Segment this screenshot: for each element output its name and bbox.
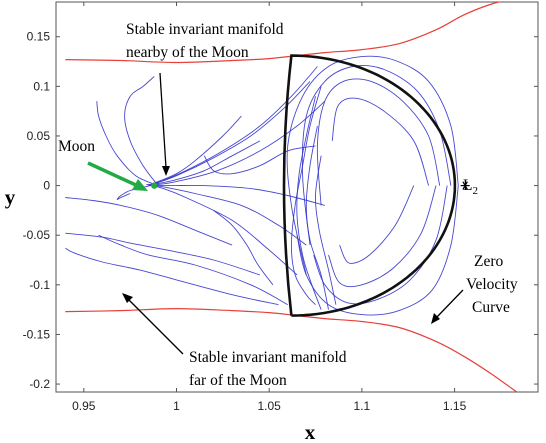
manifold-trajectory [339, 185, 415, 264]
manifold-trajectory [313, 185, 448, 305]
stable-far-arrow [127, 298, 184, 355]
stable-near-line2: nearby of the Moon [126, 44, 249, 61]
manifold-trajectory [96, 101, 159, 187]
zvc-arrow-head [431, 313, 440, 324]
y-tick-label: 0.1 [33, 79, 50, 93]
manifold-trajectory [305, 125, 329, 310]
l2-marker-stroke [462, 181, 468, 190]
moon-marker-group [151, 182, 158, 189]
y-tick-label: 0.15 [27, 30, 51, 44]
x-tick-label: 1.1 [354, 399, 371, 413]
l2-label-sub: 2 [472, 185, 478, 197]
y-tick-label: -0.1 [29, 278, 50, 292]
zero-velocity-curve-lower [65, 307, 518, 392]
manifold-trajectory [65, 197, 233, 246]
x-axis-ticks: 0.95 1 1.05 1.1 1.15 [72, 2, 467, 413]
manifold-trajectory [150, 100, 326, 187]
moon-arrow [87, 161, 139, 188]
stable-far-line1: Stable invariant manifold [189, 349, 347, 366]
manifold-trajectory [116, 185, 151, 200]
y-axis-ticks: 0.15 0.1 0.05 0 -0.05 -0.1 -0.15 -0.2 [23, 30, 538, 391]
zero-velocity-curve [65, 2, 518, 392]
manifold-trajectories [65, 55, 459, 316]
y-tick-label: 0 [43, 179, 50, 193]
manifold-trajectory [328, 185, 437, 288]
l2-label: L2 [463, 177, 478, 197]
l2-label-main: L [463, 177, 472, 194]
stable-near-line1: Stable invariant manifold [126, 21, 284, 38]
manifold-trajectory [98, 234, 288, 306]
x-tick-label: 1.05 [258, 399, 282, 413]
manifold-trajectory [65, 247, 279, 306]
x-tick-label: 0.95 [72, 399, 96, 413]
y-tick-label: -0.05 [23, 228, 51, 242]
manifold-trajectory [150, 115, 242, 186]
x-tick-label: 1.15 [443, 399, 467, 413]
zvc-line1: Zero [474, 253, 504, 270]
stable-far-arrow-head [122, 293, 133, 303]
stable-near-arrow [159, 72, 167, 169]
stable-far-line2: far of the Moon [189, 372, 287, 389]
manifold-trajectory [315, 155, 337, 305]
manifold-trajectory [301, 65, 452, 246]
manifold-trajectory [152, 185, 298, 276]
x-tick-label: 1 [173, 399, 180, 413]
manifold-trajectory [213, 210, 274, 286]
manifold-trajectory [124, 76, 159, 186]
manifold-trajectory [296, 185, 459, 316]
y-tick-label: -0.15 [23, 327, 51, 341]
manifold-trajectory [290, 86, 322, 306]
zero-velocity-curve-upper [65, 2, 501, 64]
moon-marker [151, 182, 158, 189]
manifold-trajectory [316, 78, 441, 206]
y-tick-label: 0.05 [27, 129, 51, 143]
manifold-trajectory [296, 96, 322, 310]
moon-arrow-head [132, 179, 148, 191]
manifold-trajectory [286, 55, 459, 275]
manifold-trajectory [146, 81, 311, 187]
zvc-arrow [435, 289, 464, 319]
stable-near-arrow-head [162, 166, 170, 176]
lyapunov-orbit [282, 54, 457, 317]
l2-point [460, 181, 470, 190]
manifold-trajectory [65, 232, 261, 276]
x-axis-label: x [305, 420, 316, 443]
manifold-trajectory [203, 145, 316, 175]
manifold-trajectory [331, 97, 430, 186]
zvc-line2: Velocity [466, 276, 518, 293]
y-axis-label: y [5, 185, 16, 209]
zvc-line3: Curve [472, 299, 510, 316]
y-tick-label: -0.2 [29, 377, 50, 391]
moon-label: Moon [58, 138, 95, 155]
lyapunov-orbit-path [282, 54, 457, 317]
